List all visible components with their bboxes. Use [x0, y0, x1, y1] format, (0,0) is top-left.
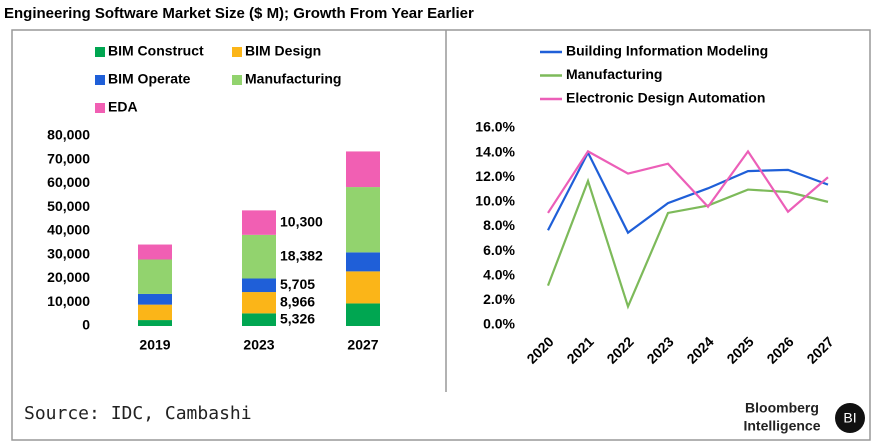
bar-segment: [138, 293, 172, 305]
y-tick-label: 40,000: [47, 222, 90, 238]
x-tick-label: 2027: [347, 337, 378, 353]
bar-segment: [242, 210, 276, 235]
bar-segment: [138, 244, 172, 260]
y-tick-label: 8.0%: [483, 217, 515, 233]
bar-segment: [242, 292, 276, 314]
x-tick-label: 2026: [763, 333, 796, 366]
y-tick-label: 60,000: [47, 174, 90, 190]
y-tick-label: 6.0%: [483, 242, 515, 258]
x-tick-label: 2023: [243, 337, 274, 353]
x-tick-label: 2022: [603, 333, 636, 366]
legend-label: Manufacturing: [245, 71, 341, 87]
y-tick-label: 14.0%: [475, 143, 515, 159]
y-tick-label: 70,000: [47, 150, 90, 166]
legend-swatch: [95, 103, 105, 113]
brand-line: Intelligence: [743, 418, 820, 434]
y-tick-label: 20,000: [47, 269, 90, 285]
line-series: [547, 149, 829, 214]
value-label: 10,300: [280, 213, 323, 229]
legend-label: Electronic Design Automation: [566, 90, 765, 106]
value-label: 8,966: [280, 293, 315, 309]
bar-segment: [346, 187, 380, 253]
x-tick-label: 2020: [523, 333, 556, 366]
frame: [11, 29, 871, 441]
y-tick-label: 30,000: [47, 245, 90, 261]
bar-segment: [242, 278, 276, 293]
bar-segment: [346, 303, 380, 326]
bar-segment: [346, 252, 380, 272]
line-series: [546, 177, 829, 310]
y-tick-label: 50,000: [47, 198, 90, 214]
y-tick-label: 12.0%: [475, 168, 515, 184]
line-series: [547, 150, 829, 235]
bar-segment: [346, 271, 380, 304]
legend-label: Manufacturing: [566, 66, 662, 82]
legend-label: EDA: [108, 99, 138, 115]
page-title: Engineering Software Market Size ($ M); …: [4, 5, 474, 22]
x-tick-label: 2019: [139, 337, 170, 353]
brand-badge: [835, 403, 865, 433]
y-tick-label: 10,000: [47, 293, 90, 309]
y-tick-label: 2.0%: [483, 291, 515, 307]
brand-badge-text: BI: [843, 410, 856, 426]
bar-segment: [346, 151, 380, 188]
legend-label: BIM Operate: [108, 71, 191, 87]
legend-swatch: [95, 47, 105, 57]
x-tick-label: 2021: [563, 333, 596, 366]
x-tick-label: 2023: [643, 333, 676, 366]
legend-label: BIM Design: [245, 43, 321, 59]
bar-segment: [138, 320, 172, 326]
source: Source: IDC, Cambashi: [24, 403, 252, 424]
y-tick-label: 10.0%: [475, 193, 515, 209]
bar-segment: [138, 259, 172, 294]
legend-label: BIM Construct: [108, 43, 204, 59]
y-tick-label: 0: [82, 317, 90, 333]
bar-segment: [138, 304, 172, 321]
y-tick-label: 4.0%: [483, 266, 515, 282]
value-label: 5,326: [280, 310, 315, 326]
legend-swatch: [95, 75, 105, 85]
brand-line: Bloomberg: [745, 400, 819, 416]
value-label: 5,705: [280, 276, 315, 292]
x-tick-label: 2024: [683, 333, 716, 366]
x-tick-label: 2027: [803, 333, 836, 366]
y-tick-label: 16.0%: [475, 119, 515, 135]
bar-segment: [242, 313, 276, 326]
legend-swatch: [232, 75, 242, 85]
y-tick-label: 0.0%: [483, 316, 515, 332]
value-label: 18,382: [280, 247, 323, 263]
legend-label: Building Information Modeling: [566, 43, 768, 59]
y-tick-label: 80,000: [47, 127, 90, 143]
x-tick-label: 2025: [723, 333, 756, 366]
legend-swatch: [232, 47, 242, 57]
bar-segment: [242, 234, 276, 279]
